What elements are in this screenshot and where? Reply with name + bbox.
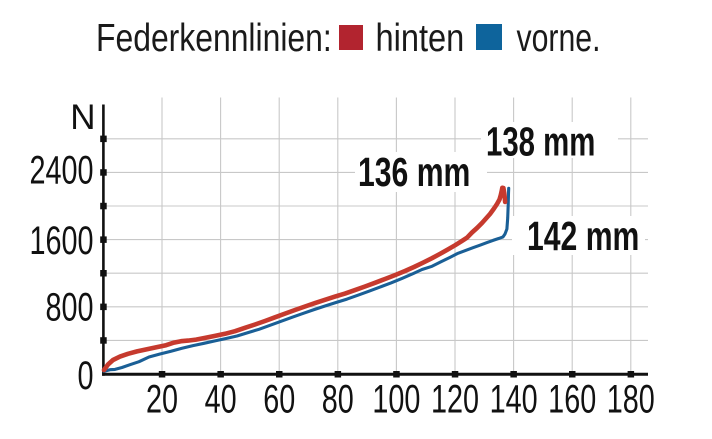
svg-text:120: 120 (431, 377, 479, 422)
svg-text:40: 40 (205, 377, 237, 422)
svg-text:60: 60 (263, 377, 295, 422)
svg-text:140: 140 (490, 377, 538, 422)
svg-text:138 mm: 138 mm (486, 120, 595, 165)
svg-text:136 mm: 136 mm (358, 150, 470, 195)
svg-text:80: 80 (322, 377, 354, 422)
svg-text:142 mm: 142 mm (527, 214, 639, 259)
svg-text:Federkennlinien:: Federkennlinien: (96, 16, 332, 60)
svg-text:hinten: hinten (376, 15, 465, 59)
svg-text:N: N (70, 98, 95, 137)
svg-text:vorne.: vorne. (517, 16, 601, 60)
svg-text:20: 20 (146, 377, 178, 422)
svg-text:1600: 1600 (29, 218, 93, 263)
svg-text:100: 100 (372, 377, 420, 422)
svg-text:180: 180 (607, 377, 655, 422)
svg-text:2400: 2400 (29, 148, 93, 193)
svg-text:160: 160 (548, 377, 596, 422)
svg-text:800: 800 (45, 285, 93, 330)
svg-text:0: 0 (77, 353, 93, 398)
